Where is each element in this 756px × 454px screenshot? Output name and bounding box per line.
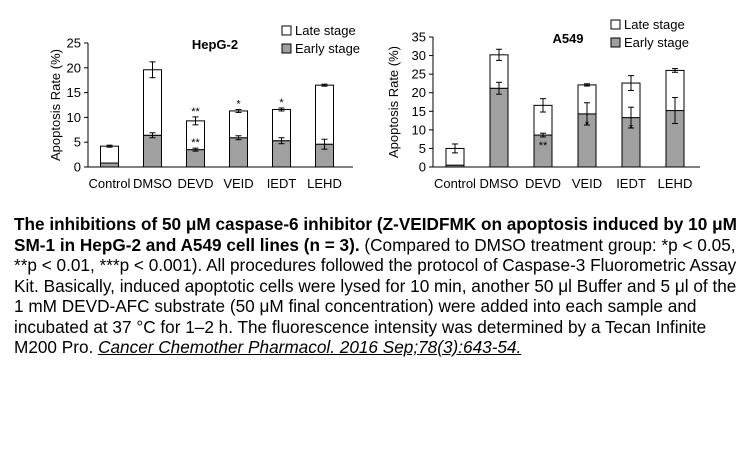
caption-title: The inhibitions of 50 μM caspase-6 inhib… [14, 214, 737, 255]
significance-marker: * [629, 123, 634, 135]
legend-swatch [610, 19, 621, 30]
bar-late-stage [143, 69, 162, 136]
bar-early-stage [489, 87, 509, 168]
x-tick-label: Control [89, 176, 131, 191]
x-tick-label: DEVD [525, 176, 561, 191]
y-tick-label: 15 [412, 104, 426, 119]
chart-title: A549 [552, 31, 583, 46]
figure-caption: The inhibitions of 50 μM caspase-6 inhib… [14, 214, 748, 358]
y-tick-label: 30 [412, 48, 426, 63]
significance-marker: ** [191, 137, 200, 149]
y-tick-label: 0 [419, 160, 426, 175]
x-tick-label: Control [434, 176, 476, 191]
bar-late-stage [100, 145, 119, 164]
y-tick-label: 10 [412, 122, 426, 137]
y-axis-label: Apoptosis Rate (%) [386, 46, 401, 158]
x-tick-label: LEHD [307, 176, 342, 191]
chart-hepg2: 0 5 10 15 20 25 Apoptosis Rate (%) HepG-2 Contro… [48, 23, 360, 191]
x-tick-label: LEHD [658, 176, 693, 191]
y-tick-label: 25 [67, 36, 81, 51]
x-tick-label: DEVD [177, 176, 213, 191]
bar-early-stage [100, 162, 119, 168]
significance-marker: * [585, 119, 590, 131]
x-tick-label: DMSO [133, 176, 172, 191]
bar-early-stage [272, 140, 291, 168]
y-tick-label: 5 [74, 135, 81, 150]
legend-label: Early stage [295, 41, 360, 56]
y-tick-label: 15 [67, 85, 81, 100]
bar-late-stage [272, 108, 291, 142]
chart-title: HepG-2 [192, 37, 238, 52]
legend-swatch [610, 37, 621, 48]
significance-marker: * [236, 98, 241, 110]
x-tick-label: VEID [223, 176, 253, 191]
y-tick-label: 25 [412, 67, 426, 82]
bar-early-stage [229, 137, 248, 168]
caption-reference-link[interactable]: Cancer Chemother Pharmacol. 2016 Sep;78(… [98, 337, 522, 357]
caption-body: (Compared to DMSO treatment group: *p < … [14, 234, 737, 358]
significance-marker: * [279, 97, 284, 109]
legend-swatch [281, 25, 292, 36]
charts-panel: 0 5 10 15 20 25 Apoptosis Rate (%) HepG-2 Contro… [48, 17, 700, 191]
y-tick-label: 35 [412, 30, 426, 45]
y-tick-label: 5 [419, 141, 426, 156]
x-tick-label: IEDT [616, 176, 646, 191]
bar-early-stage [186, 149, 205, 168]
bar-early-stage [143, 134, 162, 168]
y-tick-label: 0 [74, 160, 81, 175]
y-tick-label: 20 [67, 60, 81, 75]
x-tick-label: IEDT [267, 176, 297, 191]
bar-late-stage [315, 84, 334, 145]
significance-marker: ** [191, 106, 200, 118]
legend-label: Late stage [295, 23, 356, 38]
y-tick-label: 20 [412, 85, 426, 100]
y-tick-label: 10 [67, 110, 81, 125]
x-tick-label: VEID [572, 176, 602, 191]
y-axis-label: Apoptosis Rate (%) [48, 49, 63, 161]
bar-late-stage [229, 110, 248, 139]
x-tick-label: DMSO [480, 176, 519, 191]
chart-a549: 0 5 10 15 20 25 30 35 Apoptosis Rate (%) A549 Cont… [386, 17, 700, 191]
legend-swatch [281, 43, 292, 54]
significance-marker: ** [539, 140, 548, 152]
legend-label: Early stage [624, 35, 689, 50]
legend-label: Late stage [624, 17, 685, 32]
